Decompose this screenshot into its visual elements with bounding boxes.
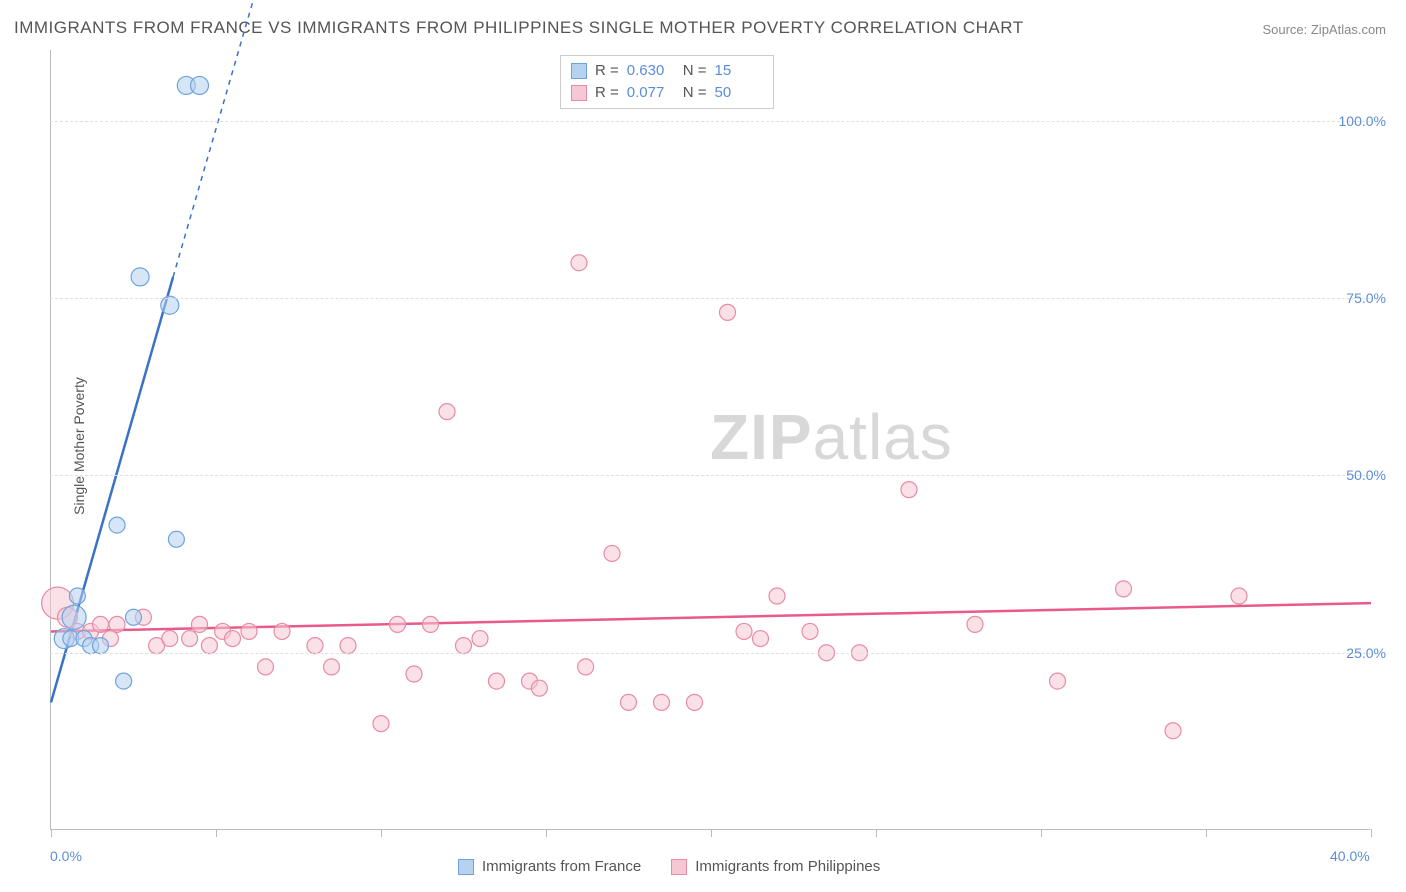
point-philippines [456, 638, 472, 654]
point-philippines [901, 482, 917, 498]
point-philippines [390, 616, 406, 632]
r-value-france: 0.630 [627, 60, 675, 82]
legend-swatch-france [458, 859, 474, 875]
x-tick [381, 829, 382, 837]
point-philippines [201, 638, 217, 654]
point-france [168, 531, 184, 547]
point-philippines [769, 588, 785, 604]
swatch-france [571, 63, 587, 79]
point-philippines [687, 694, 703, 710]
x-tick [876, 829, 877, 837]
point-philippines [621, 694, 637, 710]
point-france [69, 588, 85, 604]
chart-title: IMMIGRANTS FROM FRANCE VS IMMIGRANTS FRO… [14, 18, 1024, 38]
legend-item-philippines: Immigrants from Philippines [671, 858, 880, 875]
point-philippines [967, 616, 983, 632]
point-philippines [324, 659, 340, 675]
x-tick-label: 40.0% [1330, 848, 1370, 864]
point-philippines [192, 616, 208, 632]
n-value-philippines: 50 [715, 82, 763, 104]
point-philippines [373, 716, 389, 732]
gridline [50, 653, 1370, 654]
y-tick-label: 50.0% [1346, 467, 1386, 483]
point-france [93, 638, 109, 654]
point-philippines [162, 631, 178, 647]
point-philippines [274, 623, 290, 639]
x-tick [1206, 829, 1207, 837]
point-philippines [439, 404, 455, 420]
legend-label-france: Immigrants from France [482, 858, 641, 875]
legend-item-france: Immigrants from France [458, 858, 641, 875]
point-philippines [802, 623, 818, 639]
x-tick-label: 0.0% [50, 848, 82, 864]
trendline-france-dash [173, 0, 265, 277]
point-philippines [604, 545, 620, 561]
x-tick [1041, 829, 1042, 837]
point-philippines [307, 638, 323, 654]
point-philippines [423, 616, 439, 632]
point-france [116, 673, 132, 689]
n-label: N = [683, 60, 707, 82]
gridline [50, 121, 1370, 122]
n-label: N = [683, 82, 707, 104]
point-philippines [1165, 723, 1181, 739]
point-philippines [406, 666, 422, 682]
gridline [50, 475, 1370, 476]
x-tick [546, 829, 547, 837]
y-tick-label: 100.0% [1339, 113, 1386, 129]
n-value-france: 15 [715, 60, 763, 82]
stats-row-france: R = 0.630 N = 15 [571, 60, 763, 82]
point-philippines [182, 631, 198, 647]
r-label: R = [595, 82, 619, 104]
bottom-legend: Immigrants from France Immigrants from P… [458, 858, 880, 875]
point-france [131, 268, 149, 286]
x-tick [1371, 829, 1372, 837]
plot-svg [51, 50, 1370, 829]
r-value-philippines: 0.077 [627, 82, 675, 104]
point-philippines [258, 659, 274, 675]
gridline [50, 298, 1370, 299]
point-france [126, 609, 142, 625]
point-france [62, 605, 86, 629]
y-tick-label: 25.0% [1346, 645, 1386, 661]
x-tick [51, 829, 52, 837]
source-label: Source: ZipAtlas.com [1262, 22, 1386, 37]
point-philippines [531, 680, 547, 696]
plot-area [50, 50, 1370, 830]
point-philippines [1116, 581, 1132, 597]
swatch-philippines [571, 85, 587, 101]
point-philippines [489, 673, 505, 689]
x-tick [711, 829, 712, 837]
x-tick [216, 829, 217, 837]
point-philippines [225, 631, 241, 647]
legend-swatch-philippines [671, 859, 687, 875]
r-label: R = [595, 60, 619, 82]
point-france [191, 76, 209, 94]
legend-label-philippines: Immigrants from Philippines [695, 858, 880, 875]
point-philippines [109, 616, 125, 632]
point-philippines [472, 631, 488, 647]
point-philippines [753, 631, 769, 647]
point-philippines [1050, 673, 1066, 689]
point-philippines [340, 638, 356, 654]
stats-legend: R = 0.630 N = 15 R = 0.077 N = 50 [560, 55, 774, 109]
point-philippines [93, 616, 109, 632]
point-philippines [654, 694, 670, 710]
point-philippines [736, 623, 752, 639]
y-tick-label: 75.0% [1346, 290, 1386, 306]
point-philippines [241, 623, 257, 639]
point-philippines [720, 304, 736, 320]
point-philippines [578, 659, 594, 675]
point-france [109, 517, 125, 533]
point-philippines [1231, 588, 1247, 604]
point-philippines [571, 255, 587, 271]
stats-row-philippines: R = 0.077 N = 50 [571, 82, 763, 104]
